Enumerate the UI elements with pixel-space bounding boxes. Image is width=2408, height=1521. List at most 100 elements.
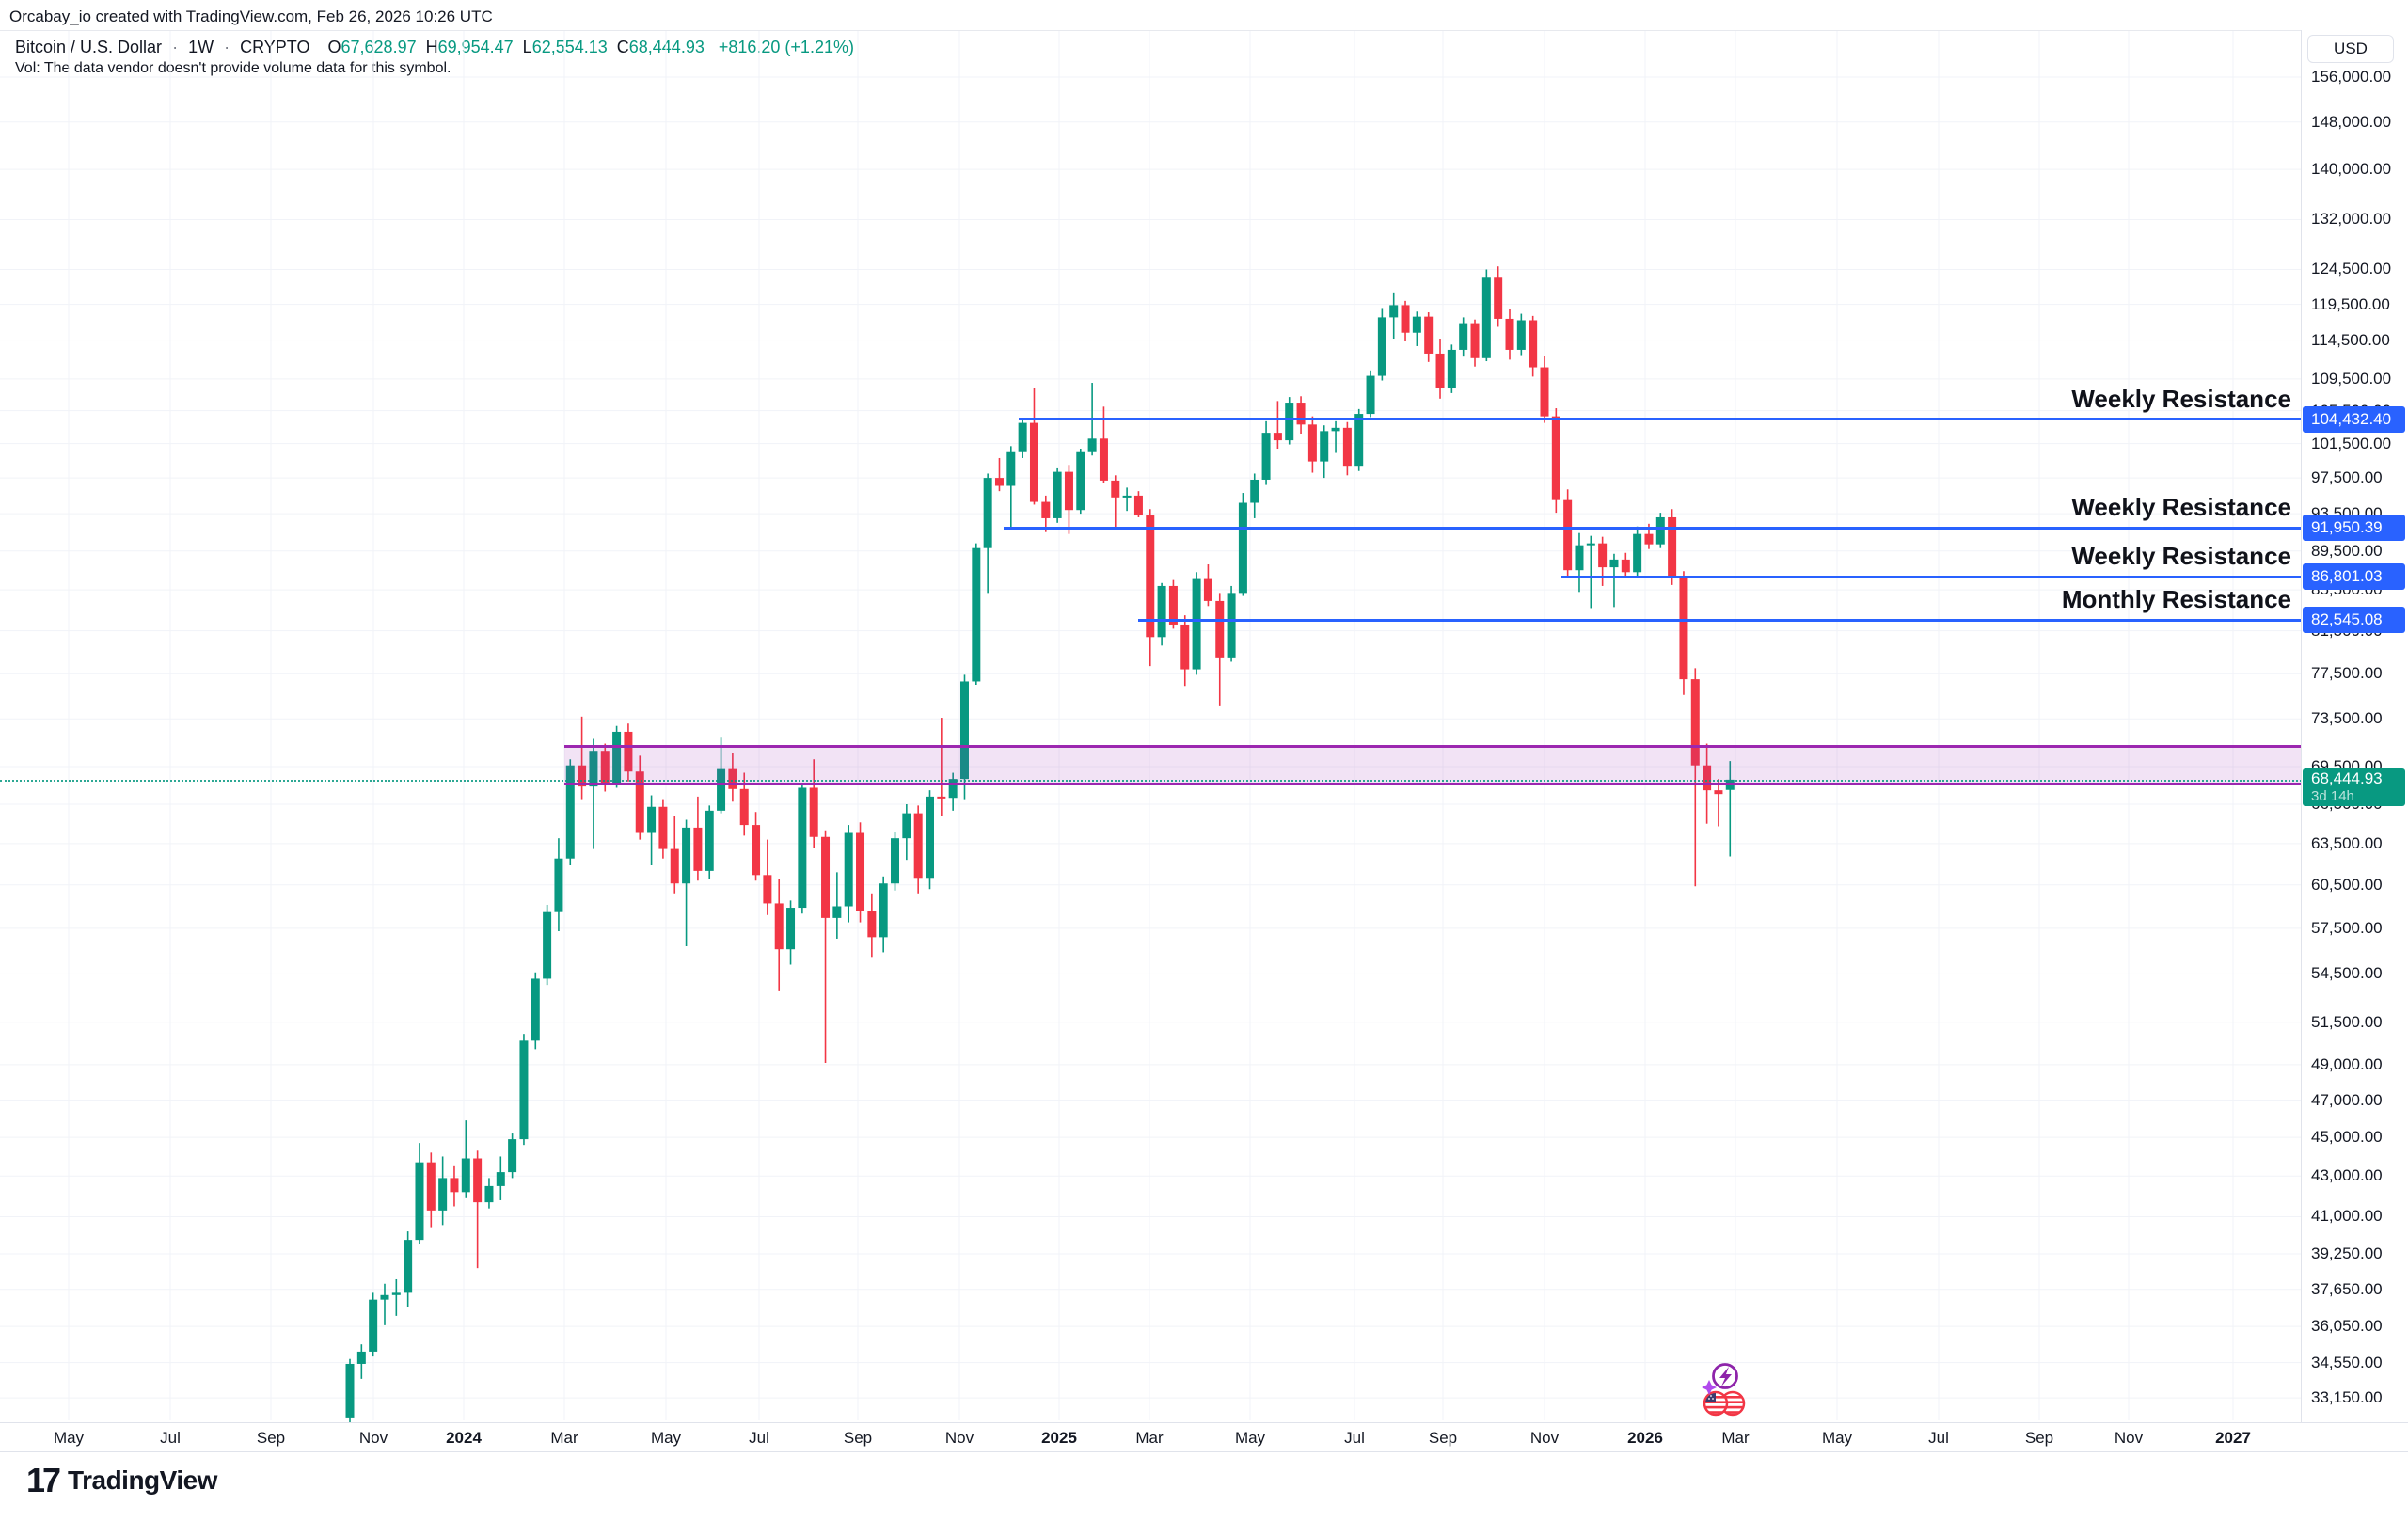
price-tick-label: 57,500.00	[2311, 918, 2383, 937]
currency-unit-button[interactable]: USD	[2307, 35, 2394, 63]
candle	[461, 1120, 470, 1198]
price-tick-label: 34,550.00	[2311, 1353, 2383, 1371]
price-tick-label: 63,500.00	[2311, 833, 2383, 852]
candle	[798, 783, 807, 914]
candle	[519, 1034, 529, 1146]
candle	[774, 879, 784, 991]
candle	[948, 772, 958, 811]
candle	[1133, 491, 1143, 517]
time-tick-label: May	[53, 1429, 85, 1447]
time-tick-label: Nov	[2114, 1429, 2144, 1447]
candle	[658, 799, 668, 859]
price-level-badge: 104,432.40	[2303, 405, 2405, 433]
candle	[380, 1283, 389, 1325]
change-value: +816.20 (+1.21%)	[718, 38, 854, 56]
tradingview-mark-icon: 17	[26, 1461, 61, 1499]
candle	[1227, 585, 1236, 662]
candle	[717, 737, 726, 814]
price-tick-label: 109,500.00	[2311, 369, 2392, 388]
attribution-text: Orcabay_io created with TradingView.com,…	[9, 8, 493, 25]
price-tick-label: 132,000.00	[2311, 210, 2392, 229]
price-tick-label: 114,500.00	[2311, 331, 2390, 350]
price-axis[interactable]: USD 156,000.00 148,000.00 140,000.00 132,00…	[2301, 30, 2408, 1451]
price-tick-label: 140,000.00	[2311, 160, 2392, 179]
candle	[415, 1143, 424, 1244]
time-tick-label: May	[1821, 1429, 1853, 1447]
candle	[856, 822, 865, 923]
candle	[635, 755, 644, 840]
candle	[786, 900, 796, 965]
candle	[484, 1178, 494, 1209]
price-tick-label: 47,000.00	[2311, 1090, 2383, 1109]
price-tick-label: 156,000.00	[2311, 68, 2392, 86]
flag-event-icon[interactable]	[1703, 1390, 1746, 1417]
candle	[426, 1152, 436, 1228]
price-tick-label: 119,500.00	[2311, 294, 2390, 313]
candle	[1505, 309, 1514, 360]
ohlc-key: C	[616, 38, 629, 56]
candle	[438, 1156, 448, 1226]
price-tick-label: 54,500.00	[2311, 964, 2383, 983]
resistance-label[interactable]: Monthly Resistance	[2061, 585, 2291, 614]
exchange-label: CRYPTO	[240, 38, 310, 56]
price-tick-label: 77,500.00	[2311, 664, 2383, 683]
price-tick-label: 101,500.00	[2311, 434, 2392, 452]
candle	[1307, 416, 1317, 473]
current-price-line	[0, 779, 2302, 782]
grid-lines	[0, 31, 2302, 1420]
candle	[624, 723, 633, 782]
timeframe-label[interactable]: 1W	[188, 38, 214, 56]
candle	[1320, 425, 1329, 479]
resistance-label[interactable]: Weekly Resistance	[2071, 384, 2291, 413]
time-axis[interactable]: May Jul Sep Nov 2024 Mar May Jul Sep Nov 2025 Mar Ma…	[0, 1422, 2408, 1452]
resistance-line[interactable]	[1561, 575, 2302, 578]
tradingview-logo[interactable]: 17 TradingView	[26, 1464, 217, 1497]
candle	[391, 1278, 401, 1316]
supply-zone-rectangle[interactable]	[564, 745, 2302, 786]
candle	[752, 812, 761, 881]
ohlc-value: 68,444.93	[628, 38, 705, 56]
candle	[1679, 571, 1688, 695]
resistance-label[interactable]: Weekly Resistance	[2071, 542, 2291, 571]
candle	[1285, 397, 1294, 445]
symbol-name[interactable]: Bitcoin / U.S. Dollar	[15, 38, 163, 56]
candle	[1180, 615, 1190, 687]
candle	[1621, 552, 1630, 578]
time-tick-label: 2026	[1627, 1429, 1663, 1447]
candle	[647, 795, 657, 866]
candle	[473, 1150, 483, 1269]
chart-pane[interactable]: Weekly Resistance Weekly Resistance Weekly…	[0, 0, 2302, 1427]
candle	[1342, 421, 1352, 476]
candle	[879, 876, 888, 953]
price-tick-label: 89,500.00	[2311, 541, 2383, 560]
candle	[994, 457, 1004, 492]
legend-separator: ·	[172, 38, 179, 56]
candle	[1551, 408, 1560, 514]
lightning-event-icon[interactable]	[1702, 1363, 1738, 1396]
candle	[1111, 475, 1120, 530]
price-tick-label: 148,000.00	[2311, 112, 2392, 131]
candle	[1586, 535, 1595, 609]
candle	[809, 759, 818, 848]
ohlc-value: 67,628.97	[341, 38, 417, 56]
top-divider	[0, 30, 2408, 31]
resistance-line[interactable]	[1138, 618, 2302, 622]
current-price-value: 68,444.93	[2311, 768, 2383, 787]
resistance-line[interactable]	[1019, 418, 2302, 421]
resistance-line[interactable]	[1004, 526, 2302, 530]
candle	[543, 904, 552, 986]
resistance-label[interactable]: Weekly Resistance	[2071, 493, 2291, 522]
symbol-legend: Bitcoin / U.S. Dollar · 1W · CRYPTO O67,…	[15, 38, 854, 57]
candle	[937, 718, 946, 816]
candle	[404, 1231, 413, 1307]
price-tick-label: 51,500.00	[2311, 1012, 2383, 1031]
candle	[983, 473, 992, 594]
candle	[832, 872, 842, 939]
time-tick-label: Jul	[160, 1429, 181, 1447]
candlestick-chart[interactable]	[0, 0, 2302, 1427]
candle	[693, 796, 703, 881]
price-tick-label: 45,000.00	[2311, 1128, 2383, 1147]
time-tick-label: Jul	[1344, 1429, 1365, 1447]
ohlc-key: H	[425, 38, 438, 56]
